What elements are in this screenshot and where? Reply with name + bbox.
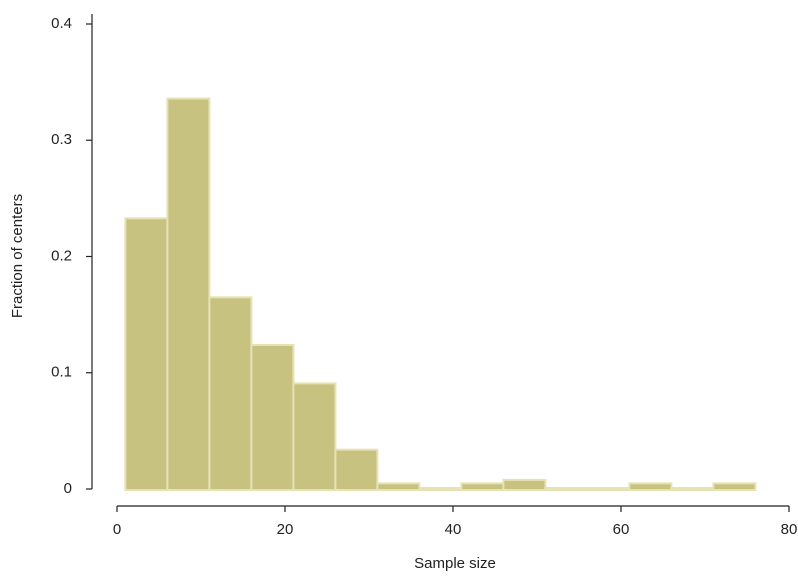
bar	[628, 482, 673, 492]
y-axis-label: Fraction of centers	[9, 194, 26, 318]
bar	[376, 482, 421, 492]
y-tick-label: 0.3	[51, 131, 72, 148]
bar	[418, 487, 463, 491]
x-tick-label: 40	[445, 521, 462, 538]
x-axis-label: Sample size	[414, 555, 496, 572]
bar	[292, 382, 337, 491]
bar	[250, 344, 295, 492]
y-tick-label: 0.1	[51, 364, 72, 381]
bar	[586, 487, 631, 491]
bar	[208, 296, 253, 491]
x-tick-label: 0	[113, 521, 121, 538]
bar	[670, 487, 715, 491]
y-tick-label: 0.4	[51, 15, 72, 32]
bar	[712, 482, 757, 492]
x-tick-label: 80	[781, 521, 798, 538]
x-tick-label: 60	[613, 521, 630, 538]
y-tick-label: 0	[64, 480, 72, 497]
bar	[502, 478, 547, 491]
x-tick-label: 20	[277, 521, 294, 538]
bar	[460, 482, 505, 492]
bar	[334, 448, 379, 492]
y-tick-label: 0.2	[51, 247, 72, 264]
bar	[124, 217, 169, 492]
bar	[544, 487, 589, 491]
bar	[166, 97, 211, 491]
